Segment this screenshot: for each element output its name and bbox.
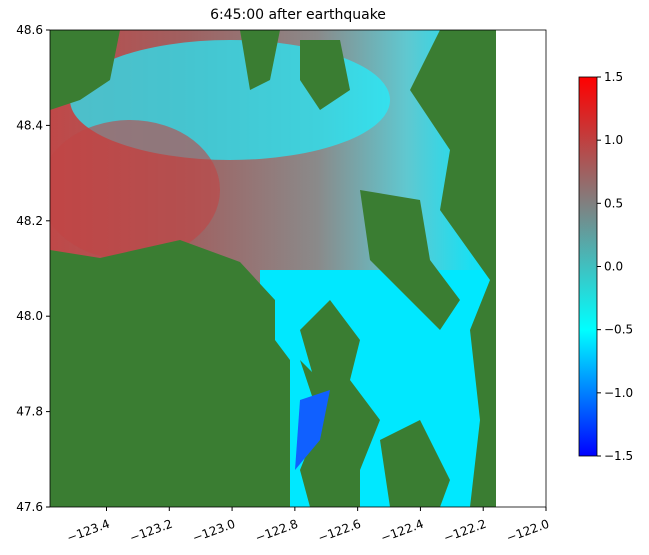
y-tick-label: 48.4 xyxy=(16,118,43,132)
colorbar-tick-label: −1.0 xyxy=(604,386,633,400)
x-tick-label: −122.0 xyxy=(504,517,551,545)
x-tick-label: −122.4 xyxy=(379,517,426,545)
colorbar-tick-label: 1.0 xyxy=(604,133,623,147)
colorbar xyxy=(578,76,598,457)
colorbar-tick-label: 0.5 xyxy=(604,196,623,210)
y-tick-label: 48.0 xyxy=(16,309,43,323)
x-tick-label: −122.6 xyxy=(316,517,363,545)
y-tick-label: 47.8 xyxy=(16,405,43,419)
x-tick-label: −122.2 xyxy=(442,517,489,545)
colorbar-tick-label: 0.0 xyxy=(604,260,623,274)
plot-frame xyxy=(49,29,547,508)
colorbar-tick-label: −1.5 xyxy=(604,449,633,463)
y-tick-label: 47.6 xyxy=(16,500,43,514)
y-tick-label: 48.2 xyxy=(16,214,43,228)
colorbar-tick-label: −0.5 xyxy=(604,323,633,337)
y-tick-label: 48.6 xyxy=(16,23,43,37)
colorbar-tick-label: 1.5 xyxy=(604,70,623,84)
x-tick-label: −123.2 xyxy=(128,517,175,545)
x-tick-label: −122.8 xyxy=(253,517,300,545)
x-tick-label: −123.0 xyxy=(191,517,238,545)
chart-title: 6:45:00 after earthquake xyxy=(210,7,386,23)
map xyxy=(50,30,496,507)
x-tick-label: −123.4 xyxy=(65,517,112,545)
